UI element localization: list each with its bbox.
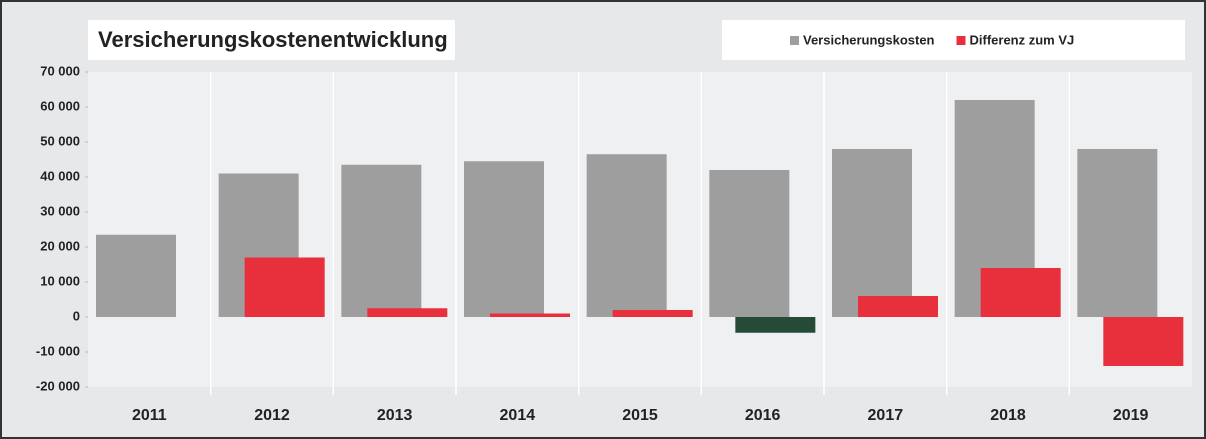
bar [490,313,570,317]
x-tick-label: 2019 [1113,407,1149,424]
legend-swatch [790,36,799,45]
legend-box [722,20,1185,60]
bar [96,234,176,317]
bar [980,268,1061,317]
x-tick-label: 2013 [377,407,413,424]
x-tick-label: 2016 [745,407,781,424]
y-tick-label: -20 000 [36,378,80,393]
y-tick-label: -10 000 [36,343,80,358]
bar [1077,149,1158,317]
bar [586,154,667,317]
y-tick-label: 10 000 [40,273,80,288]
bar [244,257,325,317]
bar [612,310,693,317]
y-tick-label: 40 000 [40,168,80,183]
y-tick-label: 0 [73,308,80,323]
bar [1103,317,1184,366]
x-tick-label: 2014 [500,407,536,424]
x-tick-label: 2015 [622,407,658,424]
x-tick-label: 2011 [132,407,167,424]
x-tick-label: 2018 [990,407,1026,424]
bar [858,296,938,317]
legend-label: Differenz zum VJ [970,32,1075,47]
bar [832,149,912,317]
bar [735,317,816,333]
bar [709,170,790,317]
chart-title: Versicherungskostenentwicklung [98,27,448,52]
y-tick-label: 20 000 [40,238,80,253]
y-tick-label: 30 000 [40,203,80,218]
x-tick-label: 2012 [254,407,290,424]
y-tick-label: 60 000 [40,98,80,113]
bar [367,308,448,317]
bar [464,161,544,317]
y-tick-label: 50 000 [40,133,80,148]
legend-swatch [956,36,966,45]
x-tick-label: 2017 [868,407,904,424]
y-tick-label: 70 000 [40,63,80,78]
legend-label: Versicherungskosten [803,32,935,47]
title-box [88,20,455,60]
bar [341,164,422,317]
